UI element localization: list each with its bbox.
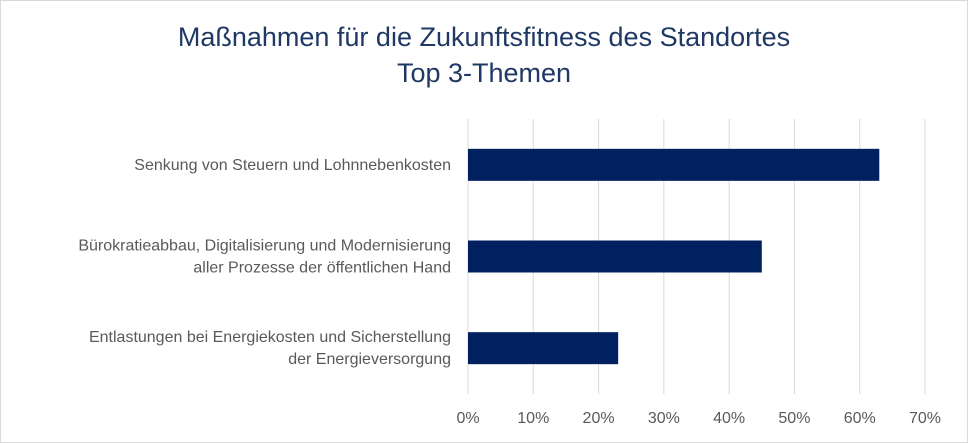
category-label-1-line-1: aller Prozesse der öffentlichen Hand	[193, 260, 451, 277]
category-label-2: Entlastungen bei Energiekosten und Siche…	[89, 329, 451, 368]
x-tick-label-7: 70%	[909, 410, 941, 427]
x-tick-label-1: 10%	[517, 410, 549, 427]
category-label-0: Senkung von Steuern und Lohnnebenkosten	[134, 157, 451, 174]
x-tick-label-6: 60%	[844, 410, 876, 427]
category-label-0-line-0: Senkung von Steuern und Lohnnebenkosten	[134, 157, 451, 174]
x-tick-label-5: 50%	[778, 410, 810, 427]
chart-subtitle: Top 3-Themen	[396, 58, 572, 88]
x-tick-label-4: 40%	[713, 410, 745, 427]
bar-1	[468, 240, 762, 273]
category-label-1: Bürokratieabbau, Digitalisierung und Mod…	[78, 238, 451, 277]
bar-2	[468, 332, 619, 365]
category-label-2-line-0: Entlastungen bei Energiekosten und Siche…	[89, 329, 451, 346]
bar-0	[468, 148, 880, 181]
chart-title-block: Maßnahmen für die Zukunftsfitness des St…	[1, 19, 967, 91]
x-tick-label-0: 0%	[456, 410, 479, 427]
chart-title: Maßnahmen für die Zukunftsfitness des St…	[177, 22, 791, 52]
category-label-2-line-1: der Energieversorgung	[288, 351, 451, 368]
x-tick-label-3: 30%	[648, 410, 680, 427]
category-label-1-line-0: Bürokratieabbau, Digitalisierung und Mod…	[78, 238, 451, 255]
x-tick-label-2: 20%	[583, 410, 615, 427]
